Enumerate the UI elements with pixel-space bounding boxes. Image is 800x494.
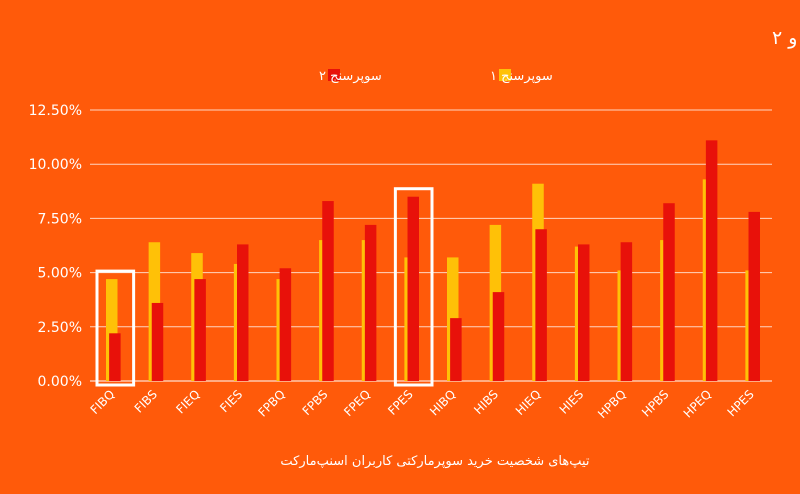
legend-label-2: سوپرسنج ۲: [319, 69, 382, 84]
legend-swatch-2: [328, 69, 340, 81]
x-tick-label: HIES: [557, 387, 587, 417]
bar-2-fpes: [407, 196, 419, 381]
bar-2-hpbs: [663, 203, 675, 381]
x-tick-label: HPEQ: [681, 387, 714, 420]
bar-2-fies: [237, 244, 249, 381]
y-tick-label: 5.00%: [38, 266, 82, 282]
legend: سوپرسنج ۱ سوپرسنج ۲: [319, 69, 553, 84]
x-tick-label: HIBS: [471, 387, 501, 417]
x-tick-label: HPES: [725, 387, 757, 419]
bar-2-fibs: [151, 302, 164, 381]
x-tick-label: HPBS: [639, 387, 671, 419]
highlights: [95, 187, 434, 387]
x-tick-label: HIEQ: [513, 387, 544, 418]
bar-2-hpbq: [620, 242, 633, 381]
x-tick-label: FIBS: [132, 387, 160, 415]
x-axis-label: تیپ‌های شخصیت خرید سوپرمارکتی کاربران اس…: [280, 454, 590, 469]
x-tick-label: FPBS: [300, 387, 331, 418]
bar-2-fibq: [109, 333, 121, 381]
x-tick-label: HPBQ: [595, 387, 629, 421]
bar-2-fpbs: [322, 201, 334, 381]
chart-title: توزیع تیپ‌های شخصیتی در سوپرسنج ۱ و ۲: [772, 27, 800, 49]
highlight-box-fpes: [393, 187, 434, 387]
legend-label-1: سوپرسنج ۱: [490, 69, 553, 84]
x-axis: FIBQ FIBS FIEQ FIES FPBQ FPBS FPEQ FPES HIBQ HIBS…: [88, 387, 757, 421]
x-tick-label: FIEQ: [173, 387, 202, 416]
bar-2-hies: [578, 244, 590, 381]
bar-2-hibs: [492, 292, 505, 381]
x-tick-label: FPEQ: [341, 387, 373, 419]
x-tick-label: FPBQ: [256, 387, 288, 419]
x-tick-label: HIBQ: [427, 387, 458, 418]
bar-2-hpeq: [705, 140, 718, 381]
bar-2-hpes: [748, 211, 760, 381]
y-tick-label: 12.50%: [29, 103, 82, 119]
x-tick-label: FIBQ: [88, 387, 118, 417]
bar-2-hibq: [450, 318, 462, 381]
y-tick-label: 10.00%: [29, 157, 82, 173]
y-tick-label: 2.50%: [38, 320, 82, 336]
y-tick-label: 0.00%: [38, 374, 82, 390]
y-axis: 0.00% 2.50% 5.00% 7.50% 10.00% 12.50%: [29, 103, 82, 390]
bar-2-fpbq: [279, 268, 292, 381]
bar-2-hieq: [535, 229, 547, 381]
legend-swatch-1: [499, 69, 511, 81]
x-tick-label: FPES: [385, 387, 416, 418]
bars: [106, 140, 760, 381]
highlight-box-fibq: [95, 269, 136, 387]
y-tick-label: 7.50%: [38, 211, 82, 227]
x-tick-label: FIES: [217, 387, 245, 415]
bar-1-fibq: [106, 279, 118, 381]
bar-2-fpeq: [364, 224, 377, 381]
bar-2-fieq: [194, 279, 206, 381]
